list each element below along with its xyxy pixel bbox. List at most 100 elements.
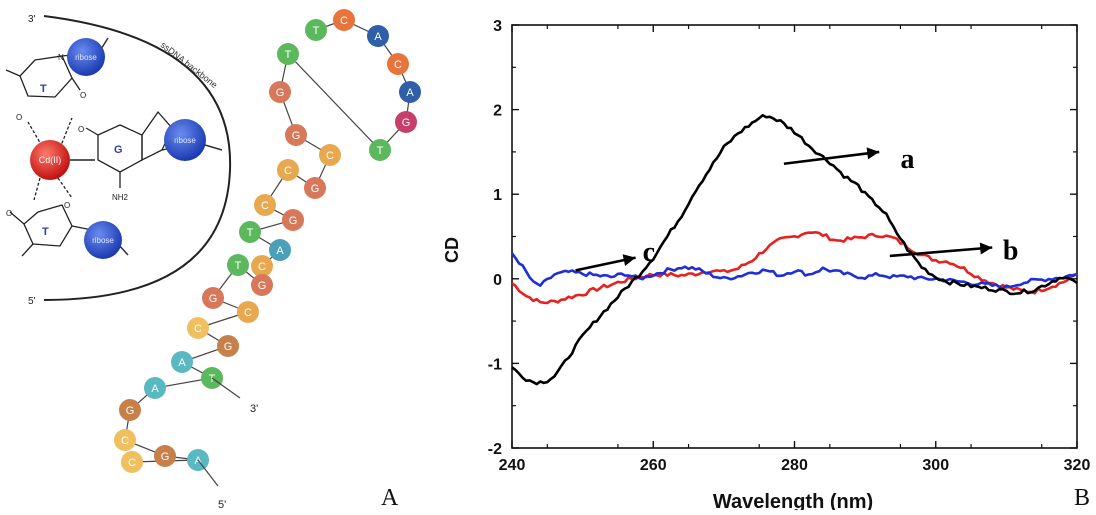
nucleotide-circle <box>277 43 299 65</box>
nucleotide-circle <box>202 287 224 309</box>
nucleotide-letter: G <box>311 183 320 195</box>
chart-series <box>510 113 1078 386</box>
nucleotide-circle <box>114 429 136 451</box>
nucleotide-circle <box>154 445 176 467</box>
nucleotide-letter: C <box>284 165 292 177</box>
series-line-a <box>511 113 1078 386</box>
nucleotide-circle <box>305 19 327 41</box>
ribose-top <box>67 38 105 76</box>
nucleotide-circle <box>277 159 299 181</box>
nucleotide-letter: C <box>261 200 269 212</box>
x-tick-label: 300 <box>922 457 949 474</box>
end-top-label: 3' <box>28 14 36 25</box>
strand-backbone-line <box>124 19 411 463</box>
series-line-b <box>511 231 1078 305</box>
nucleotide-circle <box>369 139 391 161</box>
x-axis-label: Wavelength (nm) <box>713 491 873 510</box>
nucleotide-letter: G <box>126 405 135 417</box>
nucleotide-letter: A <box>374 31 382 43</box>
panel-b-label: B <box>1074 485 1090 510</box>
nucleotide-circle <box>282 209 304 231</box>
nucleotide-letter: A <box>178 357 186 369</box>
ssdna-backbone-arc <box>43 15 232 301</box>
nucleotide-letter: G <box>161 451 170 463</box>
schematic-svg: ssDNA backbone 3' 5' T N O O G O NH2 T O… <box>5 9 421 511</box>
series-label-c: c <box>643 237 655 268</box>
nucleotide-letter: G <box>258 280 267 292</box>
guanine-label: G <box>114 144 123 156</box>
cadmium-label: Cd(II) <box>39 155 62 165</box>
x-tick-label: 280 <box>781 457 808 474</box>
annotation-arrowhead-a <box>866 147 880 160</box>
annotation-arrow-b <box>889 246 993 258</box>
strand-3prime-label: 3' <box>250 403 258 415</box>
nucleotide-circle <box>171 351 193 373</box>
annotation-arrow-a <box>783 150 880 166</box>
nucleotide-circle <box>251 274 273 296</box>
nucleotide-letter: A <box>276 245 284 257</box>
nucleotide-letter: C <box>121 435 129 447</box>
nucleotide-circle <box>269 239 291 261</box>
ribose-bottom <box>84 221 122 259</box>
nucleotide-letter: T <box>377 145 384 157</box>
y-tick-label: -1 <box>488 356 502 373</box>
y-tick-label: 0 <box>493 272 502 289</box>
o-label-2: O <box>80 91 86 100</box>
y-tick-label: -2 <box>488 441 502 458</box>
nucleotide-circle <box>395 111 417 133</box>
nucleotide-circle <box>119 399 141 421</box>
x-tick-label: 260 <box>640 457 667 474</box>
nucleotide-circle <box>187 317 209 339</box>
series-line-c <box>510 252 1078 290</box>
nucleotide-circle <box>227 254 249 276</box>
thymine-bottom-label: T <box>42 226 49 238</box>
panel-a-label: A <box>381 485 399 510</box>
nucleotide-letter: C <box>394 59 402 71</box>
nucleotide-letter: C <box>340 15 348 27</box>
nucleotide-letter: T <box>209 373 216 385</box>
nucleotide-letter: G <box>289 215 298 227</box>
nucleotide-circle <box>144 377 166 399</box>
nucleotide-circle <box>217 335 239 357</box>
schematic-panel: ssDNA backbone 3' 5' T N O O G O NH2 T O… <box>0 0 440 511</box>
nucleotide-circle <box>333 9 355 31</box>
x-tick-label: 240 <box>499 457 526 474</box>
ribose-middle-label: ribose <box>174 136 196 145</box>
nucleotide-letter: T <box>285 49 292 61</box>
nh2-label: NH2 <box>112 193 129 202</box>
cd-chart-panel: 240 260 280 300 320 -2 -1 0 1 2 3 a b c Wavelength (… <box>440 0 1096 513</box>
nucleotide-letter: G <box>224 341 233 353</box>
y-tick-label: 3 <box>493 18 502 35</box>
o-label-5: O <box>64 201 70 210</box>
o-label-1: O <box>16 113 22 122</box>
strand-5prime-tail <box>197 459 219 487</box>
nucleotide-circle <box>367 25 389 47</box>
nucleotide-letter: G <box>402 117 411 129</box>
annotation-arrowhead-c <box>622 254 636 267</box>
nucleotide-letter: T <box>235 260 242 272</box>
nucleotide-circle <box>237 301 259 323</box>
nucleotide-circle <box>269 81 291 103</box>
ribose-bottom-label: ribose <box>92 236 114 245</box>
y-axis-label: CD <box>442 237 462 263</box>
strand-3prime-tail <box>211 377 241 399</box>
backbone-label: ssDNA backbone <box>159 40 220 90</box>
nucleotide-circle <box>285 124 307 146</box>
nucleotide-circle <box>399 81 421 103</box>
nucleotide-letter: A <box>151 383 159 395</box>
nucleotide-circle <box>121 451 143 473</box>
thymine-bottom-structure <box>9 204 93 257</box>
nucleotide-letter: T <box>313 25 320 37</box>
nucleotide-circle <box>319 144 341 166</box>
y-tick-label: 1 <box>493 187 502 204</box>
ribose-top-label: ribose <box>75 53 97 62</box>
nucleotide-circle <box>251 255 273 277</box>
series-label-b: b <box>1003 235 1019 266</box>
nucleotide-letter: C <box>128 457 136 469</box>
ribose-middle <box>164 119 206 161</box>
series-annotations: a b c <box>575 144 1019 272</box>
coordination-arrows <box>27 117 73 201</box>
nucleotide-circle <box>304 177 326 199</box>
guanine-structure <box>85 110 173 188</box>
